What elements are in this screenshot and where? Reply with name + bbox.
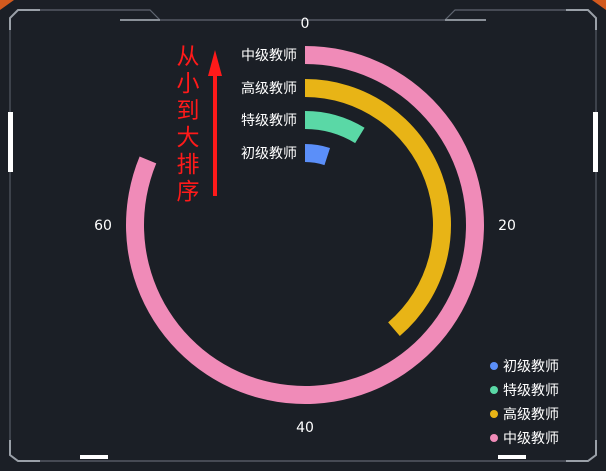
category-label: 初级教师 [241, 145, 297, 162]
legend-label: 高级教师 [503, 406, 559, 423]
legend-swatch [490, 386, 498, 394]
annotation-char: 排 [176, 152, 200, 178]
annotation-char: 序 [176, 179, 200, 205]
bars-layer [126, 46, 484, 404]
angle-tick-labels: 0 20 40 60 [94, 16, 516, 436]
annotation-char: 大 [176, 125, 200, 151]
angle-tick-label: 0 [301, 16, 310, 32]
annotation-char: 到 [176, 98, 200, 124]
legend-item[interactable]: 高级教师 [490, 406, 559, 423]
annotation-char: 小 [176, 71, 200, 97]
legend-label: 初级教师 [503, 358, 559, 375]
category-label: 高级教师 [241, 80, 297, 97]
legend-label: 特级教师 [503, 383, 559, 399]
bar-初级教师[interactable] [305, 144, 331, 166]
angle-tick-label: 40 [296, 420, 314, 436]
legend-swatch [490, 434, 498, 442]
legend-item[interactable]: 初级教师 [490, 358, 559, 375]
arrow-up-icon [208, 50, 222, 196]
sort-annotation: 从 小 到 大 排 序 [175, 44, 201, 206]
legend-swatch [490, 410, 498, 418]
legend-label: 中级教师 [503, 431, 559, 447]
legend-item[interactable]: 中级教师 [490, 431, 559, 447]
angle-tick-label: 60 [94, 218, 112, 234]
annotation-char: 从 [176, 44, 200, 70]
bar-特级教师[interactable] [305, 111, 365, 144]
bar-高级教师[interactable] [305, 79, 451, 337]
angle-tick-label: 20 [498, 218, 516, 234]
category-label: 中级教师 [241, 48, 297, 64]
legend-item[interactable]: 特级教师 [490, 383, 559, 399]
category-label: 特级教师 [241, 113, 297, 129]
legend-swatch [490, 362, 498, 370]
